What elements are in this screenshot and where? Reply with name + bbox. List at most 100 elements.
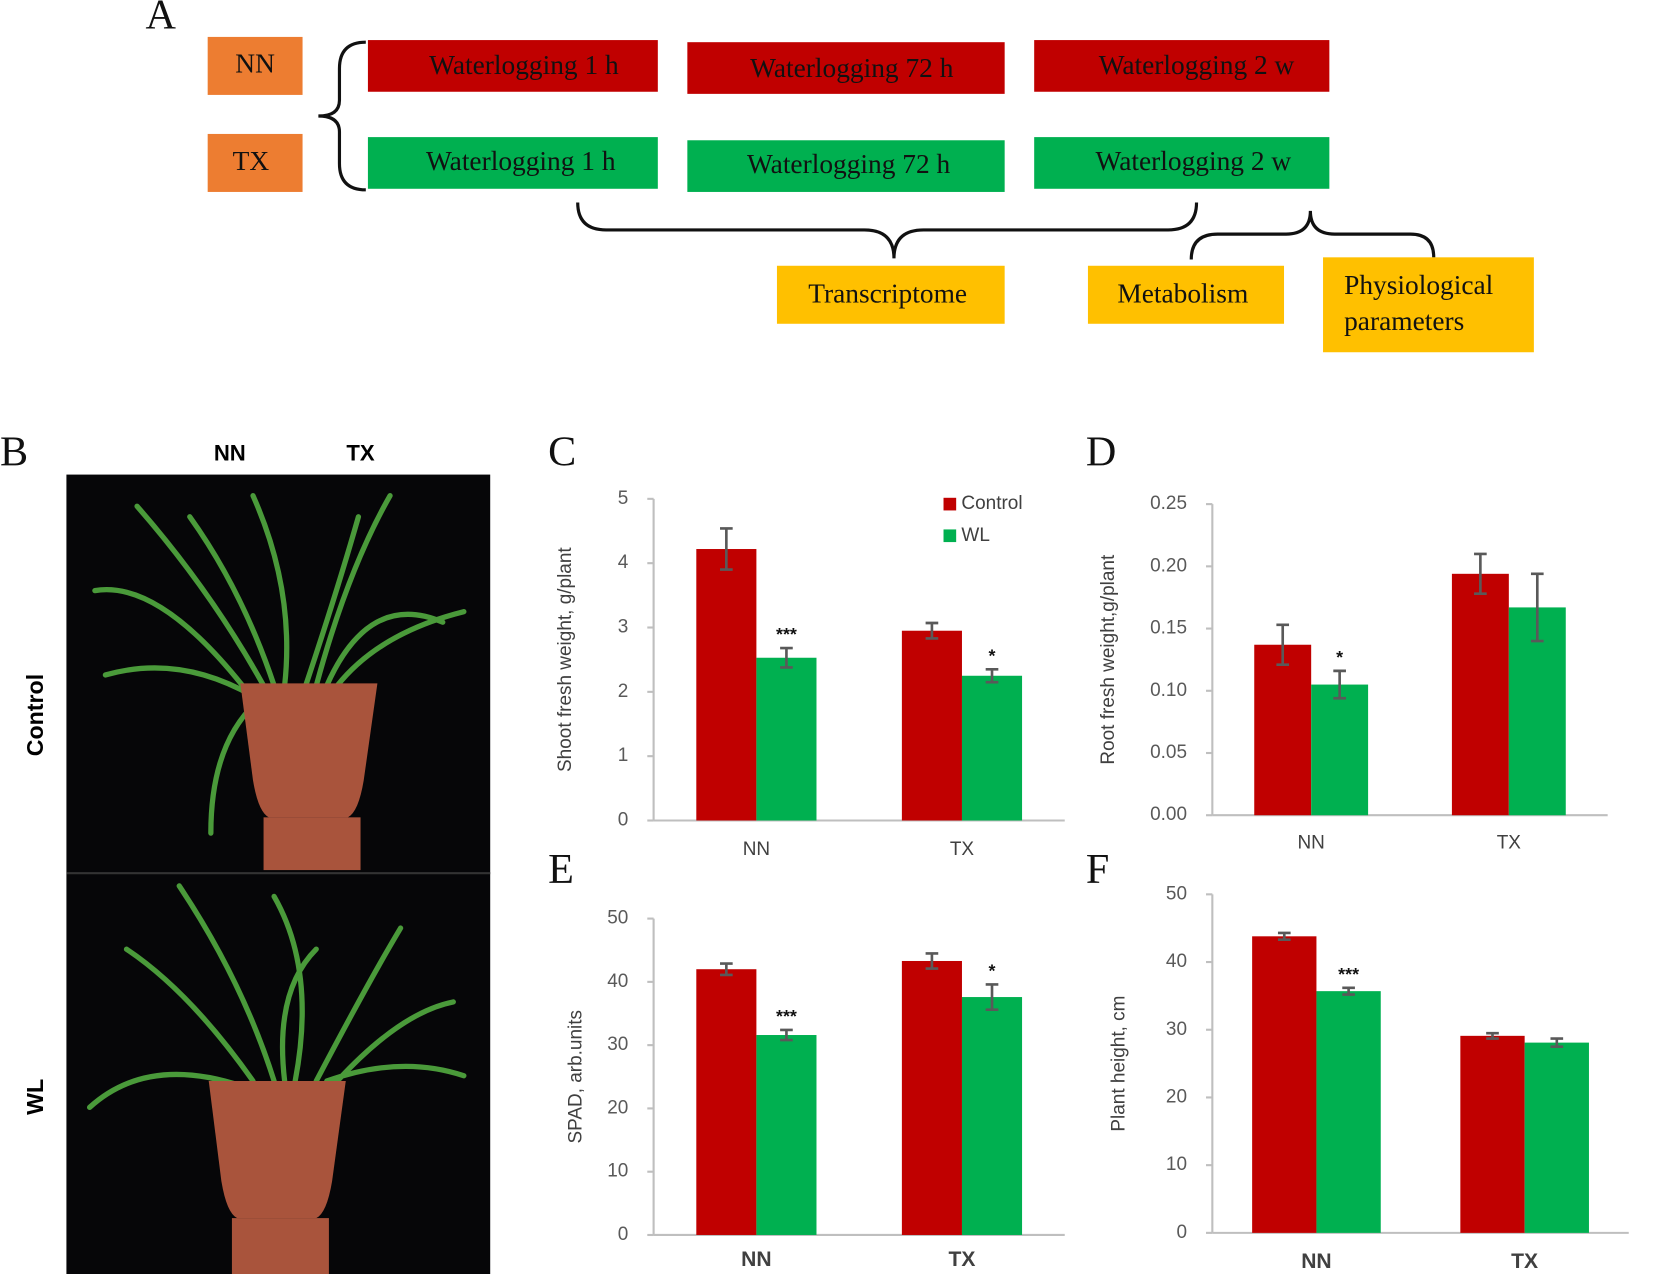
row-label: WL [22, 1079, 48, 1115]
pot [208, 683, 378, 1274]
bar [1316, 991, 1381, 1233]
genotype-label: NN [235, 49, 275, 79]
y-axis-label: Shoot fresh weight, g/plant [555, 547, 576, 772]
significance-label: *** [1338, 964, 1359, 984]
panel-label: E [548, 846, 574, 893]
brace [1189, 210, 1436, 260]
column-label: NN [214, 440, 246, 465]
error-bar [1530, 572, 1544, 643]
bar [1451, 573, 1509, 816]
y-axis-label: SPAD, arb.units [566, 1010, 587, 1144]
bar [901, 960, 962, 1235]
error-bar [1277, 931, 1291, 942]
y-tick-label: 5 [618, 488, 629, 509]
y-tick-label: 0 [1176, 1222, 1187, 1243]
significance-label: *** [776, 624, 797, 644]
treatment-box [1034, 137, 1330, 189]
analysis-label: Metabolism [1117, 279, 1248, 309]
bar-chart: E SPAD, arb.units 0 10 20 30 40 50 NN *** TX * [548, 846, 1065, 1271]
error-bar [985, 668, 999, 684]
y-tick-label: 0 [618, 810, 629, 831]
genotype-box [207, 133, 303, 192]
y-tick-label: 40 [607, 971, 628, 992]
y-tick-label: 0.25 [1150, 493, 1187, 514]
plant-photo [86, 493, 467, 1111]
legend-label: Control [961, 493, 1022, 514]
error-bar [720, 962, 733, 977]
y-tick-label: 50 [1166, 883, 1187, 904]
error-bar [925, 621, 939, 640]
x-tick-label: NN [1301, 1250, 1331, 1273]
significance-label: * [989, 960, 996, 980]
treatment-label: Waterlogging 2 w [1099, 50, 1295, 80]
bar [961, 675, 1023, 821]
legend-swatch [943, 529, 957, 543]
panel-label: D [1086, 428, 1116, 475]
bar [696, 549, 757, 821]
treatment-label: Waterlogging 1 h [429, 50, 619, 80]
y-tick-label: 50 [607, 908, 628, 929]
bar [756, 657, 817, 821]
panel-label: B [0, 428, 28, 475]
error-bar [1333, 669, 1346, 700]
bar [961, 997, 1023, 1235]
y-tick-label: 3 [618, 617, 629, 638]
error-bar [1276, 623, 1290, 666]
y-tick-label: 10 [607, 1161, 628, 1182]
x-tick-label: TX [948, 1248, 975, 1271]
y-tick-label: 0.05 [1150, 742, 1187, 763]
y-tick-label: 30 [607, 1034, 628, 1055]
treatment-box [687, 42, 1005, 94]
y-tick-label: 20 [607, 1097, 628, 1118]
bar [1252, 936, 1317, 1233]
panel-label: A [145, 0, 176, 39]
significance-label: *** [776, 1006, 797, 1026]
y-tick-label: 30 [1166, 1019, 1187, 1040]
analysis-label: Physiological parameters [1344, 270, 1494, 336]
brace [318, 40, 366, 192]
panel-label: F [1086, 846, 1109, 893]
y-tick-label: 2 [618, 681, 629, 702]
y-tick-label: 20 [1166, 1086, 1187, 1107]
error-bar [985, 983, 999, 1012]
legend-swatch [943, 497, 957, 511]
brace [576, 202, 1199, 259]
y-tick-label: 4 [618, 552, 629, 573]
bar [901, 630, 962, 821]
y-tick-label: 0.15 [1150, 618, 1187, 639]
panel-b: B NN TX Control WL [0, 428, 491, 1274]
y-tick-label: 0.10 [1150, 680, 1187, 701]
y-axis-label: Plant height, cm [1109, 996, 1130, 1132]
bar-chart: D Root fresh weight,g/plant 0.00 0.05 0.10 0.… [1086, 428, 1608, 854]
bar [756, 1035, 817, 1235]
treatment-box [687, 140, 1005, 192]
error-bar [1474, 552, 1487, 596]
y-tick-label: 1 [618, 745, 629, 766]
y-axis-label: Root fresh weight,g/plant [1098, 554, 1119, 765]
x-tick-label: NN [743, 839, 770, 860]
y-tick-label: 0.20 [1150, 555, 1187, 576]
y-tick-label: 40 [1166, 951, 1187, 972]
error-bar [1342, 986, 1355, 996]
panel-label: C [548, 428, 576, 475]
bar [1311, 684, 1369, 816]
row-label: Control [22, 674, 48, 756]
genotype-label: TX [233, 146, 270, 176]
genotype-box [207, 36, 303, 95]
y-tick-label: 0 [618, 1224, 629, 1245]
bar [696, 969, 757, 1235]
panel-a: A NN TX Waterlogging 1 h Waterlogging 72… [145, 0, 1534, 353]
legend-label: WL [961, 525, 989, 546]
significance-label: * [1336, 647, 1343, 667]
error-bar [925, 952, 939, 970]
error-bar [780, 1028, 793, 1042]
treatment-label: Waterlogging 1 h [426, 146, 616, 176]
analysis-label: Transcriptome [808, 279, 967, 309]
analysis-box [1323, 257, 1534, 353]
treatment-box [367, 40, 658, 92]
treatment-box [367, 137, 658, 189]
x-tick-label: NN [741, 1248, 771, 1271]
x-tick-label: TX [1497, 833, 1522, 854]
bar-chart: F Plant height, cm 0 10 20 30 40 50 NN *** TX [1086, 846, 1629, 1273]
